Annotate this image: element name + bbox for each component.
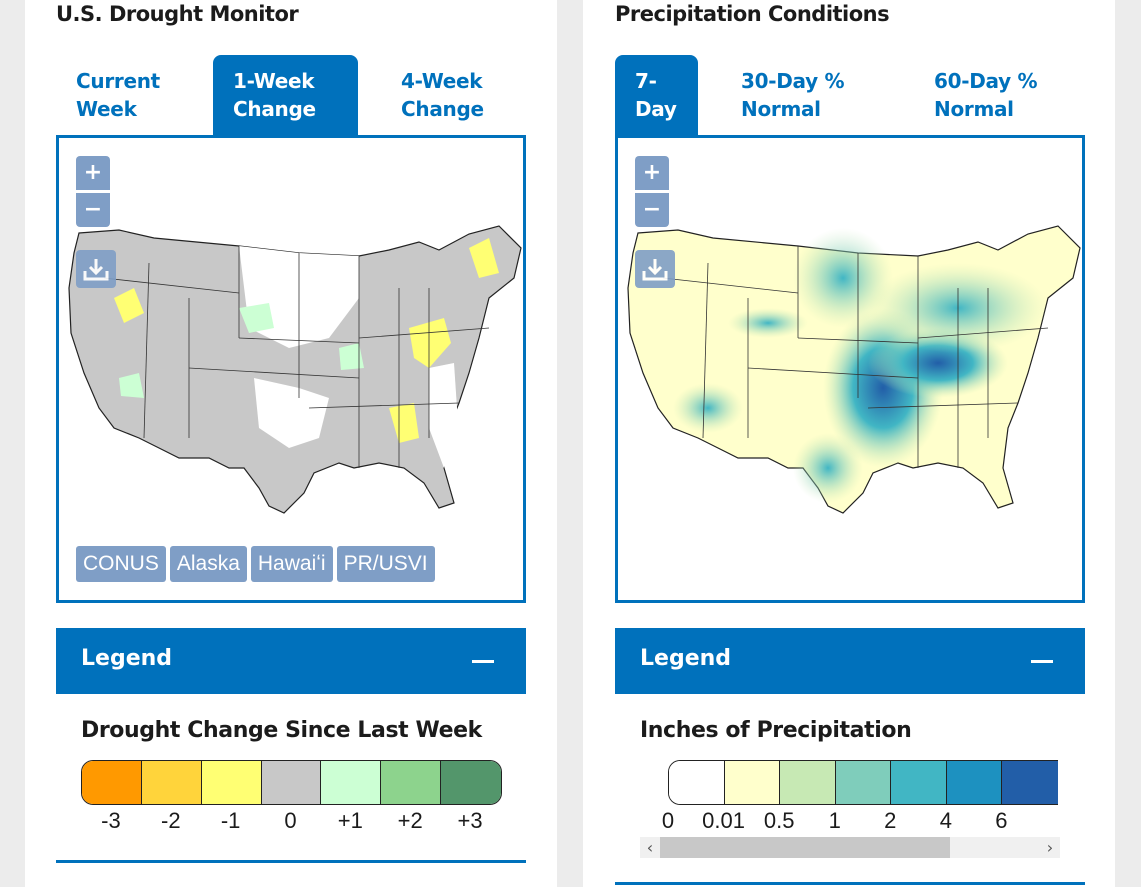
legend-swatch	[835, 761, 892, 804]
scroll-left-arrow[interactable]: ‹	[646, 838, 654, 857]
tab-30-day-normal[interactable]: 30-Day % Normal	[741, 69, 845, 121]
precip-moderate-area	[673, 383, 743, 433]
zoom-out-button[interactable]: −	[76, 193, 110, 227]
drought-region-degrade	[469, 238, 499, 278]
drought-map-image[interactable]	[59, 138, 523, 600]
legend-ticks: 0 0.01 0.5 1 2 4 6	[662, 808, 1073, 838]
download-icon	[642, 259, 668, 281]
legend-toggle[interactable]: Legend	[615, 628, 1085, 694]
minus-icon	[472, 660, 494, 663]
region-hawaii-button[interactable]: Hawaiʻi	[250, 546, 333, 582]
legend-swatch	[891, 761, 947, 804]
legend-tick-label: 4	[939, 808, 952, 833]
legend-subtitle: Inches of Precipitation	[640, 718, 912, 743]
precip-moderate-area	[793, 433, 863, 503]
download-button[interactable]	[76, 250, 116, 288]
download-button[interactable]	[635, 250, 675, 288]
drought-region-degrade	[389, 403, 419, 443]
legend-tick-label: 6	[995, 808, 1008, 833]
legend-tick-label: 2	[884, 808, 897, 833]
legend-header: Legend	[81, 646, 173, 671]
drought-region-degrade	[409, 318, 451, 368]
legend-swatch	[381, 761, 442, 804]
legend-tick-label: -2	[161, 808, 181, 833]
divider	[56, 860, 526, 863]
drought-region-none	[254, 378, 329, 448]
conus-outline	[68, 225, 522, 514]
legend-swatch	[946, 761, 1003, 804]
legend-tick-label: +3	[457, 808, 483, 833]
precip-tabs: 7-Day 30-Day % Normal 60-Day % Normal	[615, 55, 1085, 135]
drought-map[interactable]: + − CONUS Alaska Hawaiʻi PR/USVI	[56, 135, 526, 603]
legend-swatch	[669, 761, 725, 804]
precip-map[interactable]: + −	[615, 135, 1085, 603]
legend-scrollbar[interactable]: ‹ ›	[640, 837, 1060, 858]
panel-title: Precipitation Conditions	[615, 2, 890, 26]
legend-header: Legend	[640, 646, 732, 671]
legend-tick-label: +2	[397, 808, 423, 833]
precipitation-card: Precipitation Conditions 7-Day 30-Day % …	[583, 0, 1115, 887]
legend-tick-label: 0.5	[763, 808, 795, 833]
region-pr-usvi-button[interactable]: PR/USVI	[336, 546, 435, 582]
precip-moderate-area	[728, 308, 808, 338]
state-borders	[662, 246, 1049, 468]
zoom-in-button[interactable]: +	[635, 156, 669, 190]
tab-1-week-change[interactable]: 1-Week Change	[213, 55, 358, 135]
drought-monitor-card: U.S. Drought Monitor Current Week 1-Week…	[25, 0, 557, 887]
legend-swatch	[1002, 761, 1058, 804]
divider	[615, 882, 1085, 885]
download-icon	[83, 259, 109, 281]
drought-region-none	[429, 363, 459, 468]
legend-swatch	[201, 761, 262, 804]
legend-swatch	[82, 761, 142, 804]
legend-tick-label: 0.01	[702, 808, 745, 833]
legend-swatch	[141, 761, 202, 804]
tab-current-week[interactable]: Current Week	[76, 69, 160, 121]
legend-swatches	[81, 760, 502, 805]
legend-swatch	[724, 761, 781, 804]
minus-icon	[1031, 660, 1053, 663]
drought-region-improve	[239, 303, 274, 333]
zoom-in-button[interactable]: +	[76, 156, 110, 190]
legend-subtitle: Drought Change Since Last Week	[81, 718, 482, 743]
drought-tabs: Current Week 1-Week Change 4-Week Change	[56, 55, 526, 135]
region-buttons: CONUS Alaska Hawaiʻi PR/USVI	[76, 546, 435, 582]
precip-moderate-area	[793, 228, 893, 328]
legend-swatch	[780, 761, 836, 804]
drought-region-degrade	[114, 288, 144, 323]
tab-60-day-normal[interactable]: 60-Day % Normal	[934, 69, 1038, 121]
precip-map-image[interactable]	[618, 138, 1082, 600]
legend-swatch	[261, 761, 322, 804]
legend-swatch	[441, 761, 501, 804]
scrollbar-thumb[interactable]	[660, 837, 950, 858]
legend-tick-label: +1	[337, 808, 363, 833]
legend-ticks: -3 -2 -1 0 +1 +2 +3	[81, 808, 502, 838]
legend-tick-label: 0	[661, 808, 675, 833]
panel-title: U.S. Drought Monitor	[56, 2, 299, 26]
legend-tick-label: -3	[101, 808, 121, 833]
legend-tick-label: -1	[220, 808, 241, 833]
region-alaska-button[interactable]: Alaska	[169, 546, 247, 582]
legend-tick-label: 0	[284, 808, 297, 833]
scroll-right-arrow[interactable]: ›	[1046, 838, 1054, 857]
zoom-out-button[interactable]: −	[635, 193, 669, 227]
legend-swatch	[321, 761, 382, 804]
state-borders	[103, 246, 490, 468]
legend-toggle[interactable]: Legend	[56, 628, 526, 694]
drought-region-improve	[339, 343, 364, 370]
legend-swatches	[668, 760, 1058, 805]
region-conus-button[interactable]: CONUS	[76, 546, 166, 582]
tab-7-day[interactable]: 7-Day	[615, 55, 698, 135]
drought-region-improve	[119, 373, 144, 398]
tab-4-week-change[interactable]: 4-Week Change	[401, 69, 484, 121]
legend-tick-label: 1	[828, 808, 841, 833]
